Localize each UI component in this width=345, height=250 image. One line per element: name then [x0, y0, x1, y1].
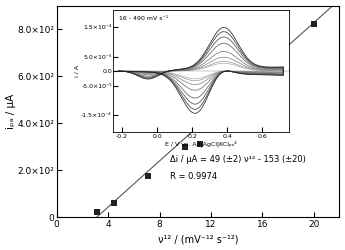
Point [183, 144, 188, 148]
Text: Δi / μA = 49 (±2) ν¹² - 153 (±20): Δi / μA = 49 (±2) ν¹² - 153 (±20) [170, 156, 306, 164]
Point [145, 174, 150, 178]
Point [311, 22, 316, 26]
Text: R = 0.9974: R = 0.9974 [170, 172, 217, 182]
Y-axis label: iₚₐ / μA: iₚₐ / μA [6, 94, 16, 129]
Point [111, 201, 117, 205]
Point [198, 142, 203, 146]
Point [236, 90, 241, 94]
X-axis label: ν¹² / (mV⁻¹² s⁻¹²): ν¹² / (mV⁻¹² s⁻¹²) [158, 234, 238, 244]
Point [95, 210, 100, 214]
